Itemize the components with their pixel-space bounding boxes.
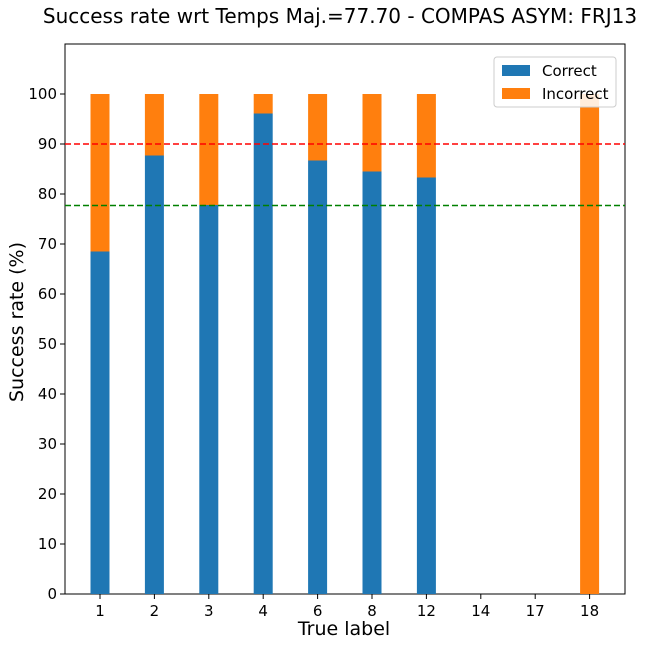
x-tick-label-3: 3 bbox=[204, 602, 214, 620]
y-axis-label: Success rate (%) bbox=[6, 242, 28, 402]
bar-correct-3 bbox=[199, 205, 219, 594]
bar-correct-2 bbox=[144, 155, 164, 594]
reference-lines bbox=[65, 143, 625, 207]
x-tick-label-17: 17 bbox=[526, 602, 545, 620]
bar-correct-1 bbox=[90, 251, 110, 594]
y-tick-label-30: 30 bbox=[38, 435, 57, 453]
x-tick-label-18: 18 bbox=[580, 602, 599, 620]
y-tick-label-100: 100 bbox=[28, 85, 57, 103]
bar-incorrect-4 bbox=[253, 94, 273, 114]
x-axis-label: True label bbox=[297, 618, 390, 640]
legend: Correct Incorrect bbox=[493, 56, 617, 108]
y-tick-label-10: 10 bbox=[38, 535, 57, 553]
bar-incorrect-3 bbox=[199, 94, 219, 205]
y-tick-label-20: 20 bbox=[38, 485, 57, 503]
y-tick-label-40: 40 bbox=[38, 385, 57, 403]
bar-incorrect-8 bbox=[362, 94, 382, 172]
bar-incorrect-1 bbox=[90, 94, 110, 252]
chart-title: Success rate wrt Temps Maj.=77.70 - COMP… bbox=[43, 4, 637, 28]
x-tick-label-6: 6 bbox=[313, 602, 323, 620]
y-tick-label-60: 60 bbox=[38, 285, 57, 303]
y-axis: 0 10 20 30 40 50 60 70 80 90 100 bbox=[28, 85, 65, 603]
bars bbox=[90, 94, 600, 594]
legend-label-incorrect: Incorrect bbox=[542, 85, 609, 103]
y-tick-label-70: 70 bbox=[38, 235, 57, 253]
x-tick-label-8: 8 bbox=[367, 602, 377, 620]
y-tick-label-0: 0 bbox=[47, 585, 57, 603]
x-tick-label-12: 12 bbox=[417, 602, 436, 620]
x-tick-label-4: 4 bbox=[258, 602, 268, 620]
legend-label-correct: Correct bbox=[542, 62, 597, 80]
bar-incorrect-12 bbox=[416, 94, 436, 178]
bar-correct-4 bbox=[253, 113, 273, 594]
bar-incorrect-6 bbox=[308, 94, 328, 161]
y-tick-label-80: 80 bbox=[38, 185, 57, 203]
bar-incorrect-18 bbox=[580, 94, 600, 594]
y-tick-label-50: 50 bbox=[38, 335, 57, 353]
bar-correct-8 bbox=[362, 171, 382, 594]
x-tick-label-14: 14 bbox=[471, 602, 490, 620]
x-axis: 1 2 3 4 6 8 12 14 17 18 bbox=[95, 594, 599, 620]
legend-swatch-incorrect bbox=[502, 88, 530, 99]
x-tick-label-1: 1 bbox=[95, 602, 105, 620]
legend-swatch-correct bbox=[502, 65, 530, 76]
bar-correct-12 bbox=[416, 177, 436, 594]
y-tick-label-90: 90 bbox=[38, 135, 57, 153]
plot-frame bbox=[64, 43, 626, 595]
x-tick-label-2: 2 bbox=[150, 602, 160, 620]
bar-correct-6 bbox=[308, 160, 328, 594]
bar-incorrect-2 bbox=[144, 94, 164, 156]
